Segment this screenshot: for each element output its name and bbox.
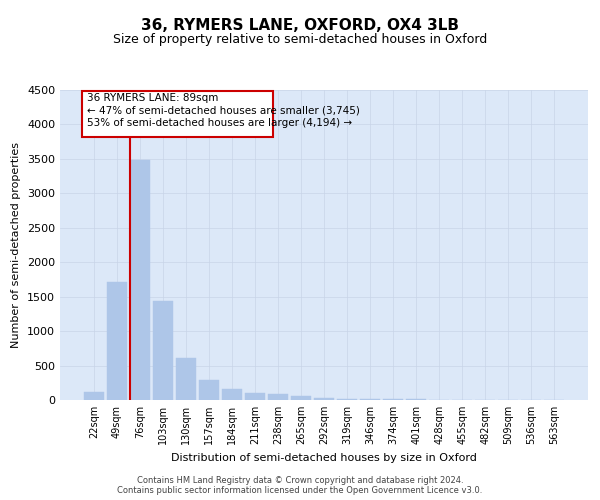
Text: 36 RYMERS LANE: 89sqm: 36 RYMERS LANE: 89sqm — [87, 93, 218, 103]
Bar — [337, 398, 357, 400]
Bar — [314, 398, 334, 400]
Bar — [245, 393, 265, 400]
FancyBboxPatch shape — [82, 92, 274, 137]
Y-axis label: Number of semi-detached properties: Number of semi-detached properties — [11, 142, 22, 348]
Bar — [107, 282, 127, 400]
Text: Contains HM Land Registry data © Crown copyright and database right 2024.
Contai: Contains HM Land Registry data © Crown c… — [118, 476, 482, 495]
Bar — [176, 358, 196, 400]
Bar — [291, 396, 311, 400]
Text: 53% of semi-detached houses are larger (4,194) →: 53% of semi-detached houses are larger (… — [87, 118, 352, 128]
Bar — [130, 160, 149, 400]
Bar — [360, 399, 380, 400]
Bar — [199, 380, 218, 400]
Bar — [268, 394, 288, 400]
Text: ← 47% of semi-detached houses are smaller (3,745): ← 47% of semi-detached houses are smalle… — [87, 105, 360, 115]
Text: 36, RYMERS LANE, OXFORD, OX4 3LB: 36, RYMERS LANE, OXFORD, OX4 3LB — [141, 18, 459, 32]
X-axis label: Distribution of semi-detached houses by size in Oxford: Distribution of semi-detached houses by … — [171, 452, 477, 462]
Bar — [153, 302, 173, 400]
Text: Size of property relative to semi-detached houses in Oxford: Size of property relative to semi-detach… — [113, 32, 487, 46]
Bar — [222, 390, 242, 400]
Bar — [84, 392, 104, 400]
